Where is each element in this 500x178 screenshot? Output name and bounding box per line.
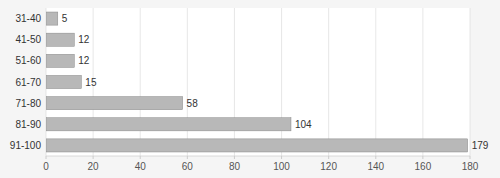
data-label: 12: [78, 34, 90, 45]
tick-mark: [375, 156, 376, 159]
bar: [46, 33, 74, 46]
category-label: 71-80: [15, 98, 41, 109]
plot-background: [46, 8, 470, 156]
tick-mark: [140, 156, 141, 159]
bar: [46, 118, 291, 131]
grid: [46, 8, 470, 156]
chart: 0 20 40 60 80 100 120 140 160 180 5 12 12 15 58 104 179 3…: [0, 0, 500, 178]
tick-label: 120: [320, 161, 337, 172]
grid-line: [140, 8, 141, 156]
data-label: 179: [472, 140, 489, 151]
tick-label: 80: [229, 161, 241, 172]
tick-label: 180: [462, 161, 479, 172]
bar: [46, 139, 468, 152]
tick-mark: [234, 156, 235, 159]
x-axis: 0 20 40 60 80 100 120 140 160 180: [43, 156, 479, 172]
category-label: 81-90: [15, 119, 41, 130]
bar: [46, 97, 183, 110]
tick-label: 20: [88, 161, 100, 172]
category-label: 51-60: [15, 55, 41, 66]
data-label: 58: [187, 98, 199, 109]
data-label: 12: [78, 55, 90, 66]
grid-line: [422, 8, 423, 156]
bar: [46, 12, 58, 25]
tick-mark: [187, 156, 188, 159]
data-label: 104: [295, 119, 312, 130]
data-label: 15: [85, 77, 97, 88]
bar: [46, 75, 81, 88]
grid-line: [375, 8, 376, 156]
axis-line: [46, 156, 470, 157]
tick-label: 160: [415, 161, 432, 172]
category-label: 91-100: [10, 140, 42, 151]
tick-label: 40: [135, 161, 147, 172]
tick-mark: [46, 156, 47, 159]
tick-mark: [93, 156, 94, 159]
category-label: 61-70: [15, 77, 41, 88]
tick-mark: [422, 156, 423, 159]
labels: 5 12 12 15 58 104 179 31-40 41-50 51-60 61-70 71-80…: [10, 13, 489, 151]
grid-line: [470, 8, 471, 156]
bars: [46, 12, 468, 152]
grid-line: [187, 8, 188, 156]
tick-mark: [328, 156, 329, 159]
chart-container: 0 20 40 60 80 100 120 140 160 180 5 12 12 15 58 104 179 3…: [0, 0, 500, 178]
tick-mark: [281, 156, 282, 159]
tick-label: 100: [273, 161, 290, 172]
tick-mark: [470, 156, 471, 159]
tick-label: 140: [367, 161, 384, 172]
tick-label: 60: [182, 161, 194, 172]
bar: [46, 54, 74, 67]
grid-line: [328, 8, 329, 156]
data-label: 5: [62, 13, 68, 24]
category-label: 31-40: [15, 13, 41, 24]
tick-label: 0: [43, 161, 49, 172]
category-label: 41-50: [15, 34, 41, 45]
grid-line: [234, 8, 235, 156]
grid-line: [281, 8, 282, 156]
